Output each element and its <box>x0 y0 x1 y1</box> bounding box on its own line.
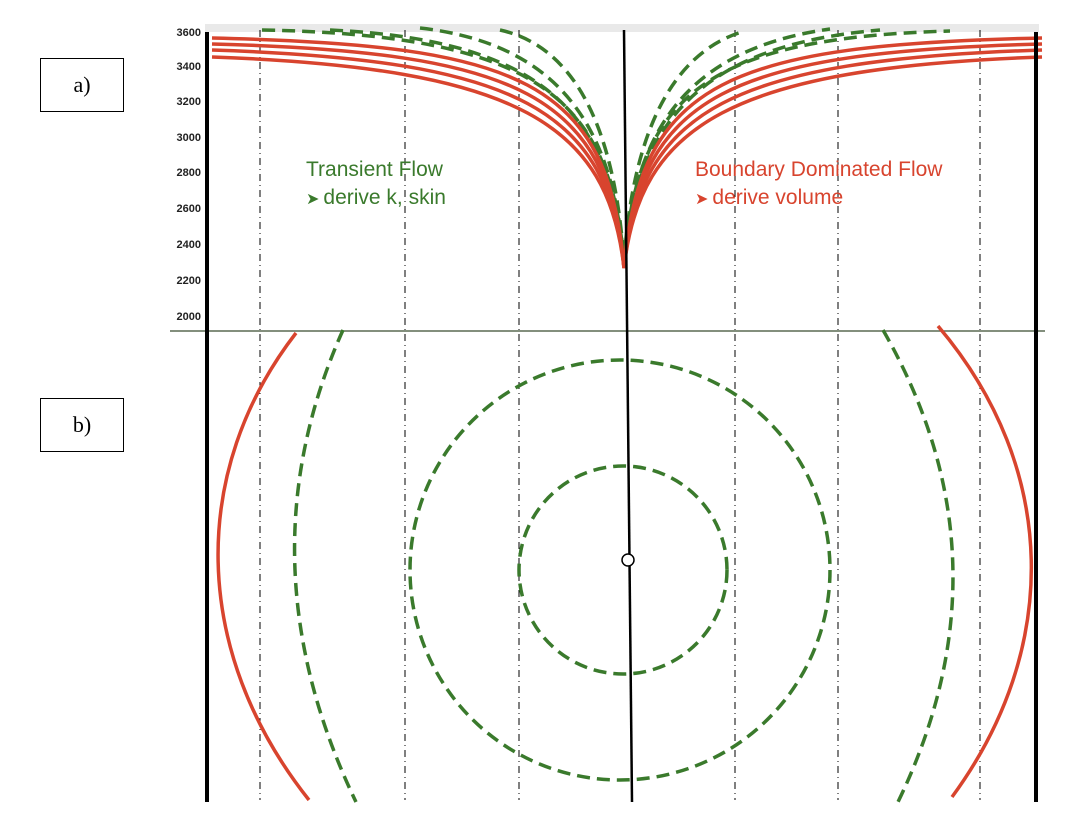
boundary-flow-title: Boundary Dominated Flow <box>695 158 943 181</box>
arrow-bullet-icon: ➤ <box>306 191 320 208</box>
boundary-arc-left <box>216 331 311 802</box>
arrow-bullet-icon: ➤ <box>695 191 709 208</box>
transient-pressure-curves <box>261 26 951 263</box>
well-icon <box>621 553 635 567</box>
y-tick-label: 3600 <box>177 27 201 39</box>
transient-flow-title: Transient Flow <box>306 158 443 181</box>
boundary-pressure-curves <box>211 36 1043 269</box>
boundary-flow-detail: derive volume <box>712 186 844 209</box>
transient-flow-detail-line: ➤ derive k, skin <box>306 184 446 214</box>
boundary-arc-right <box>936 324 1033 799</box>
transient-front-arc-left <box>292 329 358 803</box>
panel-label-a: a) <box>40 58 124 112</box>
transient-curve <box>499 28 746 263</box>
transient-front-arc-right <box>881 329 955 803</box>
transient-fronts <box>292 329 955 803</box>
y-tick-labels: 3600 3400 3200 3000 2800 2600 2400 2200 … <box>177 27 201 323</box>
y-tick-label: 2200 <box>177 275 201 287</box>
gridlines <box>259 30 981 800</box>
boundary-arcs <box>216 324 1033 802</box>
y-tick-label: 3200 <box>177 96 201 108</box>
header-strip <box>205 24 1039 32</box>
panel-label-b: b) <box>40 398 124 452</box>
y-tick-label: 3000 <box>177 132 201 144</box>
panel-label-a-text: a) <box>73 72 91 97</box>
boundary-flow-annotation: Boundary Dominated Flow ➤ derive volume <box>695 156 942 214</box>
transient-flow-annotation: Transient Flow ➤ derive k, skin <box>306 156 446 214</box>
boundary-flow-detail-line: ➤ derive volume <box>695 184 942 214</box>
y-tick-label: 2400 <box>177 239 201 251</box>
y-tick-label: 2600 <box>177 203 201 215</box>
y-tick-label: 2800 <box>177 167 201 179</box>
transient-front-circle <box>517 464 729 676</box>
well-axis <box>622 29 634 803</box>
transient-flow-detail: derive k, skin <box>323 186 446 209</box>
y-tick-label: 3400 <box>177 61 201 73</box>
boundary-curve <box>211 55 1043 269</box>
panel-label-b-text: b) <box>72 412 92 437</box>
transient-front-circle <box>408 358 832 782</box>
y-tick-label: 2000 <box>177 311 201 323</box>
